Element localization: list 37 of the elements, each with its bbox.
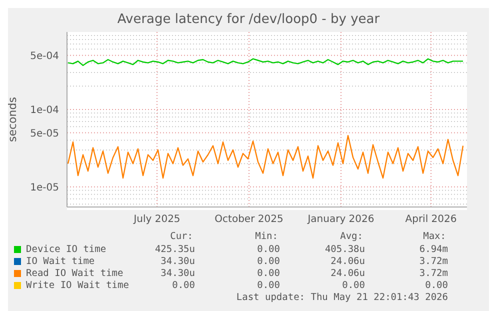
text: 24.06u <box>330 268 365 279</box>
text: 0.00 <box>257 256 280 267</box>
chart-title: Average latency for /dev/loop0 - by year <box>116 11 381 29</box>
text: 34.30u <box>160 268 195 279</box>
x-tick-label: January 2026 <box>306 214 374 226</box>
text: 405.38u <box>324 244 365 255</box>
text: 0.00 <box>257 280 280 291</box>
y-tick-label: 1e-05 <box>30 182 59 194</box>
line-series <box>67 134 464 179</box>
text: 0.00 <box>257 244 280 255</box>
text: Cur: <box>170 231 193 242</box>
x-tick-label: April 2026 <box>405 214 457 226</box>
x-tick-label: July 2025 <box>132 214 180 226</box>
text: Avg: <box>340 231 363 242</box>
text: Min: <box>255 231 278 242</box>
text: 24.06u <box>330 256 365 267</box>
text: 6.94m <box>419 244 448 255</box>
legend-label: IO Wait time <box>26 256 95 267</box>
legend-label: Device IO time <box>26 244 106 255</box>
text: Last update: Thu May 21 22:01:43 2026 <box>236 292 448 303</box>
text: 0.00 <box>257 268 280 279</box>
legend-label: Read IO Wait time <box>26 268 124 279</box>
legend-label: Write IO Wait time <box>26 280 129 291</box>
x-tick-label: October 2025 <box>214 214 284 226</box>
text: 34.30u <box>160 256 195 267</box>
y-tick-label: 5e-04 <box>30 50 59 62</box>
y-tick-label: 5e-05 <box>30 128 59 140</box>
text: 0.00 <box>342 280 365 291</box>
text: Max: <box>423 231 446 242</box>
text: 0.00 <box>425 280 448 291</box>
text: 0.00 <box>172 280 195 291</box>
text: 3.72m <box>419 256 448 267</box>
line-series <box>67 58 464 66</box>
text: 3.72m <box>419 268 448 279</box>
y-tick-label: 1e-04 <box>30 104 59 116</box>
text: 425.35u <box>154 244 195 255</box>
y-axis-title: seconds <box>6 96 19 142</box>
